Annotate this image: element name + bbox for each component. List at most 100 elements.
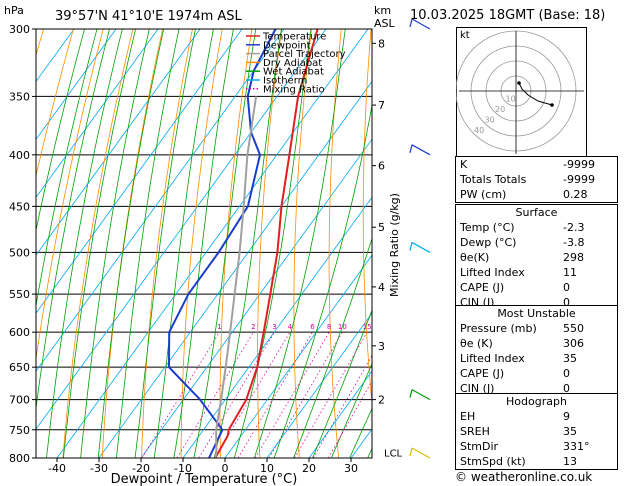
hodograph-ring-label: 20 — [495, 105, 505, 114]
wind-barb — [409, 242, 413, 251]
km-tick-label: 2 — [378, 394, 385, 407]
temperature-curve — [214, 29, 319, 458]
surface-value: -3.8 — [563, 236, 585, 249]
mixing-ratio-line — [141, 331, 220, 458]
wet-adiabat-line — [153, 29, 214, 458]
wet-adiabat-line — [349, 407, 372, 458]
mixing-ratio-line — [294, 331, 368, 458]
indices-value: 0.28 — [563, 188, 588, 201]
surface-value: -2.3 — [563, 221, 585, 234]
surface-label: Dewp (°C) — [460, 236, 517, 249]
surface-value: 11 — [563, 266, 577, 279]
pressure-tick-label: 700 — [9, 394, 30, 407]
most_unstable-row: θe (K) 306 — [456, 336, 617, 351]
surface-value: 0 — [563, 281, 570, 294]
wet-adiabat-line — [116, 29, 180, 458]
legend-label: Mixing Ratio — [263, 84, 325, 95]
dry-adiabat-line — [328, 29, 342, 458]
hpa-label: hPa — [4, 4, 24, 17]
datetime-label: 10.03.2025 18GMT (Base: 18) — [410, 8, 606, 23]
pressure-tick-label: 450 — [9, 200, 30, 213]
legend-label: Parcel Trajectory — [263, 49, 346, 60]
wet-adiabat-line — [63, 29, 136, 458]
hodograph_table-label: StmDir — [460, 440, 499, 453]
hodograph-ring-label: 30 — [485, 116, 495, 125]
surface-label: CAPE (J) — [460, 281, 505, 294]
wind-barb — [411, 144, 431, 156]
temperature-tick-label: 20 — [302, 462, 316, 475]
lcl-label: LCL — [384, 448, 403, 459]
most_unstable-value: 35 — [563, 352, 577, 365]
wind-barb — [411, 241, 431, 253]
most-unstable-title: Most Unstable — [497, 307, 576, 320]
dry-adiabat-line — [36, 29, 74, 178]
surface-label: Lifted Index — [460, 266, 525, 279]
parcel-trajectory-curve — [214, 96, 258, 458]
temperature-tick-label: 0 — [222, 462, 229, 475]
surface-label: θe(K) — [460, 251, 490, 264]
hodograph-ring-label: 40 — [474, 126, 484, 135]
dry-adiabat-line — [293, 29, 312, 458]
isotherm-line — [36, 29, 117, 141]
isotherm-line — [98, 80, 372, 458]
mixing-ratio-label: 25 — [395, 323, 404, 331]
legend-label: Isotherm — [263, 76, 307, 87]
surface-value: 298 — [563, 251, 584, 264]
temperature-tick-label: -40 — [48, 462, 66, 475]
most_unstable-label: CIN (J) — [460, 382, 495, 395]
temperature-tick-label: 30 — [344, 462, 358, 475]
hodograph_table-row: SREH 35 — [456, 424, 617, 439]
wind-barb — [409, 18, 413, 28]
location-title: 39°57'N 41°10'E 1974m ASL — [55, 9, 243, 24]
hodograph-kt-label: kt — [460, 30, 470, 41]
mixing-ratio-label: 3 — [272, 323, 276, 331]
dry-adiabat-line — [141, 29, 193, 458]
isotherm-line — [36, 29, 327, 430]
wind-barb — [409, 144, 413, 153]
dry-adiabat-line — [429, 29, 457, 458]
mixing-ratio-label: 6 — [310, 323, 315, 331]
km-tick-label: 5 — [378, 221, 385, 234]
mixing-ratio-label: 10 — [338, 323, 347, 331]
indices-value: -9999 — [563, 173, 595, 186]
hodograph_table-row: StmDir 331° — [456, 439, 617, 454]
asl-label: ASL — [374, 17, 396, 30]
temperature-tick-label: -20 — [132, 462, 150, 475]
hodograph_table-value: 9 — [563, 410, 570, 423]
indices-value: -9999 — [563, 158, 595, 171]
most_unstable-label: CAPE (J) — [460, 367, 505, 380]
isotherm-line — [36, 29, 243, 314]
wet-adiabat-line — [312, 309, 372, 458]
isotherm-line — [182, 196, 372, 458]
isotherm-line — [56, 29, 369, 458]
surface-row: Lifted Index 11 — [456, 265, 617, 280]
surface-value: 0 — [563, 296, 570, 309]
surface-row: θe(K) 298 — [456, 250, 617, 265]
wet-adiabat-line — [46, 29, 123, 458]
hodograph-ring-label: 10 — [506, 95, 516, 104]
wet-adiabat-line — [330, 362, 372, 458]
isotherm-line — [308, 370, 372, 458]
most_unstable-label: θe (K) — [460, 337, 493, 350]
temperature-tick-label: -30 — [90, 462, 108, 475]
km-tick-label: 3 — [378, 340, 385, 353]
pressure-tick-label: 650 — [9, 361, 30, 374]
hodograph_table-value: 331° — [563, 440, 590, 453]
hodograph-trace — [518, 82, 553, 106]
mixing-ratio-label: 2 — [251, 323, 255, 331]
wet-adiabat-line — [213, 29, 282, 458]
pressure-tick-label: 750 — [9, 424, 30, 437]
hodograph-table-panel: Hodograph EH 9 SREH 35 StmDir 331° StmSpd (kt)… — [455, 393, 618, 470]
most_unstable-label: Lifted Index — [460, 352, 525, 365]
pressure-tick-label: 500 — [9, 246, 30, 259]
dry-adiabat-line — [362, 29, 372, 407]
pressure-tick-label: 350 — [9, 90, 30, 103]
most_unstable-value: 0 — [563, 382, 570, 395]
surface-row: CAPE (J) 0 — [456, 280, 617, 295]
indices-label: PW (cm) — [460, 188, 507, 201]
wind-barb — [409, 389, 413, 398]
km-label: km — [374, 4, 391, 17]
mixing-ratio-label: 1 — [217, 323, 221, 331]
wet-adiabat-line — [36, 29, 110, 412]
